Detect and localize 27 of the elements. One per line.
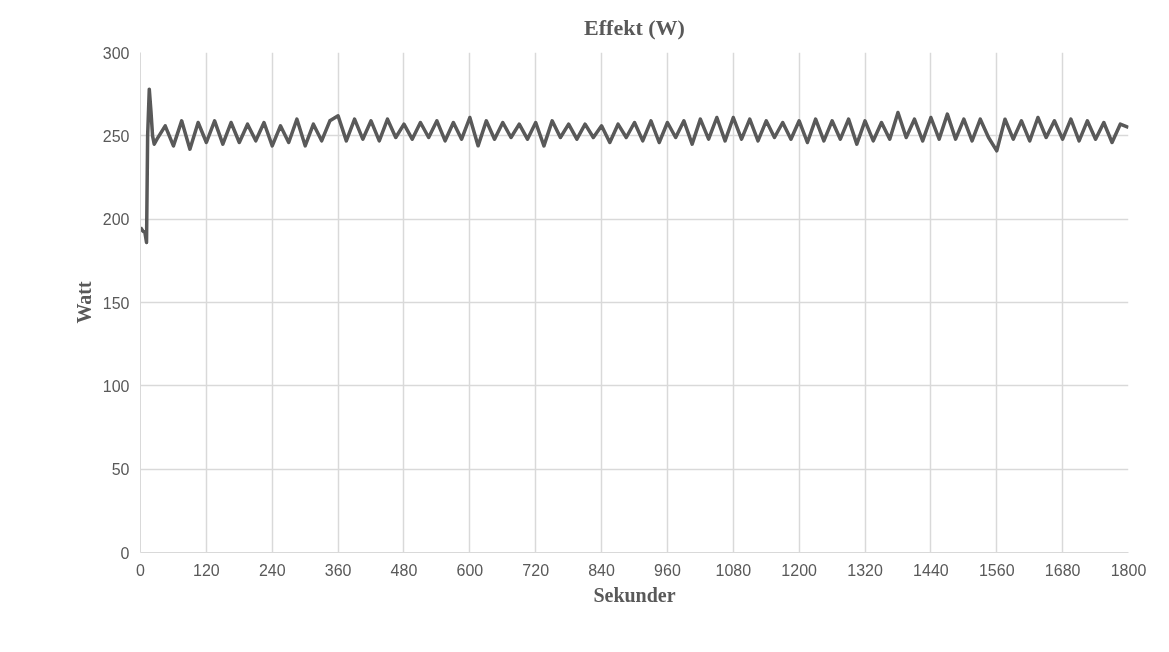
y-tick-label: 200 <box>102 211 130 229</box>
line-series <box>140 87 1129 245</box>
x-tick-label: 960 <box>654 561 681 579</box>
y-tick-label: 150 <box>102 294 130 312</box>
y-axis-title: Watt <box>72 281 95 324</box>
x-tick-label: 1200 <box>781 561 818 579</box>
x-tick-label: 1800 <box>1110 561 1147 579</box>
x-tick-label: 600 <box>456 561 484 579</box>
x-tick-label: 840 <box>588 561 616 579</box>
x-tick-label: 720 <box>522 561 550 579</box>
x-tick-label: 1560 <box>978 561 1015 579</box>
y-tick-label: 0 <box>120 544 130 562</box>
y-tick-label: 300 <box>102 44 130 62</box>
x-tick-label: 360 <box>324 561 352 579</box>
x-tick-label: 120 <box>193 561 220 579</box>
x-tick-label: 1680 <box>1044 561 1081 579</box>
x-tick-label: 240 <box>258 561 286 579</box>
x-tick-label: 1440 <box>913 561 949 579</box>
x-axis-title: Sekunder <box>593 583 676 606</box>
x-tick-label: 1080 <box>715 561 752 579</box>
x-tick-label: 1320 <box>847 561 883 579</box>
x-tick-label: 480 <box>390 561 418 579</box>
chart-title: Effekt (W) <box>584 15 685 40</box>
y-tick-label: 50 <box>111 461 130 479</box>
y-tick-label: 250 <box>102 127 130 145</box>
y-tick-label: 100 <box>102 377 130 395</box>
x-tick-label: 0 <box>136 561 146 579</box>
